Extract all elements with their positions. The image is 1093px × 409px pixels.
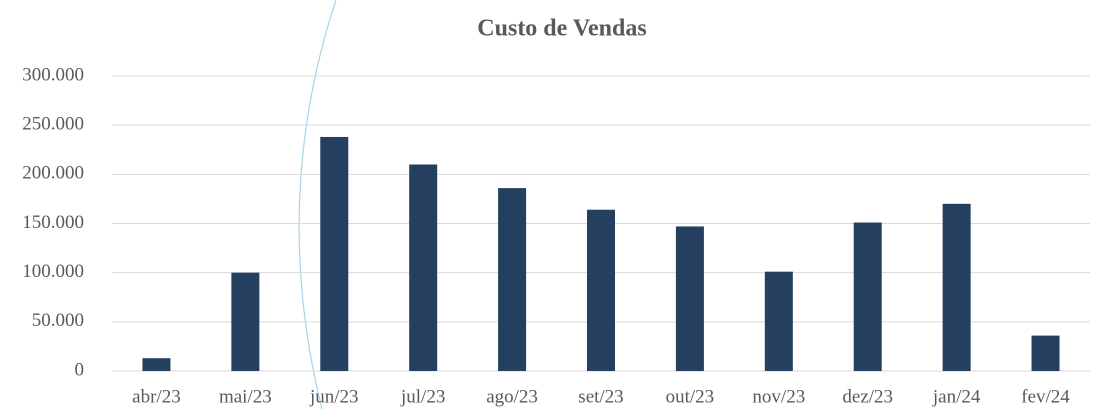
decor-arc	[298, 0, 337, 409]
bar	[853, 222, 882, 371]
x-tick-label: jun/23	[309, 386, 359, 407]
x-tick-label: fev/24	[1021, 386, 1070, 407]
y-tick-label: 150.000	[22, 212, 84, 233]
bar	[675, 226, 704, 371]
bar	[231, 272, 260, 371]
bar	[942, 203, 971, 371]
bar	[498, 188, 527, 371]
x-tick-label: nov/23	[752, 386, 805, 407]
bar	[1031, 335, 1060, 371]
bar	[320, 136, 349, 371]
y-tick-label: 250.000	[22, 114, 84, 135]
chart-title: Custo de Vendas	[477, 16, 646, 42]
x-tick-label: set/23	[578, 386, 623, 407]
x-tick-label: out/23	[666, 386, 715, 407]
y-tick-label: 0	[75, 359, 85, 380]
bar	[587, 209, 615, 371]
x-tick-label: dez/23	[842, 386, 893, 407]
x-tick-label: abr/23	[132, 386, 181, 407]
bar	[142, 358, 171, 371]
y-tick-label: 100.000	[22, 261, 84, 282]
y-tick-label: 50.000	[32, 310, 84, 331]
x-tick-label: jul/23	[400, 386, 445, 407]
bar	[764, 271, 793, 371]
x-tick-label: mai/23	[219, 386, 272, 407]
x-tick-label: jan/24	[932, 386, 981, 407]
y-tick-label: 200.000	[22, 163, 84, 184]
y-tick-label: 300.000	[22, 64, 84, 85]
x-tick-label: ago/23	[486, 386, 538, 407]
bar	[409, 164, 438, 371]
